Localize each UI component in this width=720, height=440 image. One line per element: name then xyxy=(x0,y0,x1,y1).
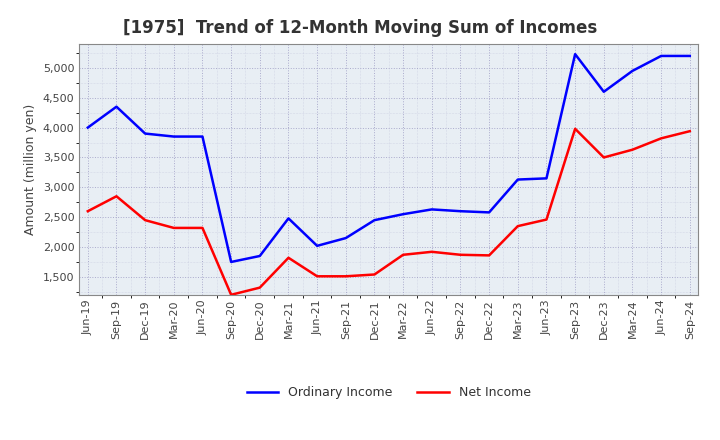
Text: [1975]  Trend of 12-Month Moving Sum of Incomes: [1975] Trend of 12-Month Moving Sum of I… xyxy=(122,19,597,37)
Ordinary Income xyxy=(456,209,465,214)
Net Income xyxy=(513,224,522,229)
Net Income xyxy=(227,292,235,297)
Legend: Ordinary Income, Net Income: Ordinary Income, Net Income xyxy=(242,381,536,404)
Ordinary Income xyxy=(227,259,235,264)
Ordinary Income xyxy=(112,104,121,109)
Net Income xyxy=(84,209,92,214)
Net Income xyxy=(628,147,636,152)
Ordinary Income xyxy=(600,89,608,95)
Ordinary Income xyxy=(513,177,522,182)
Line: Net Income: Net Income xyxy=(88,129,690,295)
Net Income xyxy=(685,128,694,134)
Net Income xyxy=(456,252,465,257)
Net Income xyxy=(370,272,379,277)
Net Income xyxy=(198,225,207,231)
Net Income xyxy=(657,136,665,141)
Ordinary Income xyxy=(198,134,207,139)
Net Income xyxy=(399,252,408,257)
Net Income xyxy=(341,274,350,279)
Net Income xyxy=(571,126,580,132)
Ordinary Income xyxy=(141,131,150,136)
Ordinary Income xyxy=(256,253,264,259)
Line: Ordinary Income: Ordinary Income xyxy=(88,54,690,262)
Ordinary Income xyxy=(571,51,580,57)
Ordinary Income xyxy=(685,53,694,59)
Ordinary Income xyxy=(428,207,436,212)
Y-axis label: Amount (million yen): Amount (million yen) xyxy=(24,104,37,235)
Net Income xyxy=(141,217,150,223)
Ordinary Income xyxy=(84,125,92,130)
Ordinary Income xyxy=(542,176,551,181)
Net Income xyxy=(600,155,608,160)
Net Income xyxy=(428,249,436,254)
Net Income xyxy=(256,285,264,290)
Ordinary Income xyxy=(399,212,408,217)
Net Income xyxy=(112,194,121,199)
Ordinary Income xyxy=(341,235,350,241)
Ordinary Income xyxy=(657,53,665,59)
Ordinary Income xyxy=(312,243,321,249)
Net Income xyxy=(169,225,178,231)
Net Income xyxy=(284,255,293,260)
Ordinary Income xyxy=(628,68,636,73)
Net Income xyxy=(312,274,321,279)
Net Income xyxy=(485,253,493,258)
Ordinary Income xyxy=(284,216,293,221)
Ordinary Income xyxy=(370,217,379,223)
Net Income xyxy=(542,217,551,222)
Ordinary Income xyxy=(169,134,178,139)
Ordinary Income xyxy=(485,210,493,215)
